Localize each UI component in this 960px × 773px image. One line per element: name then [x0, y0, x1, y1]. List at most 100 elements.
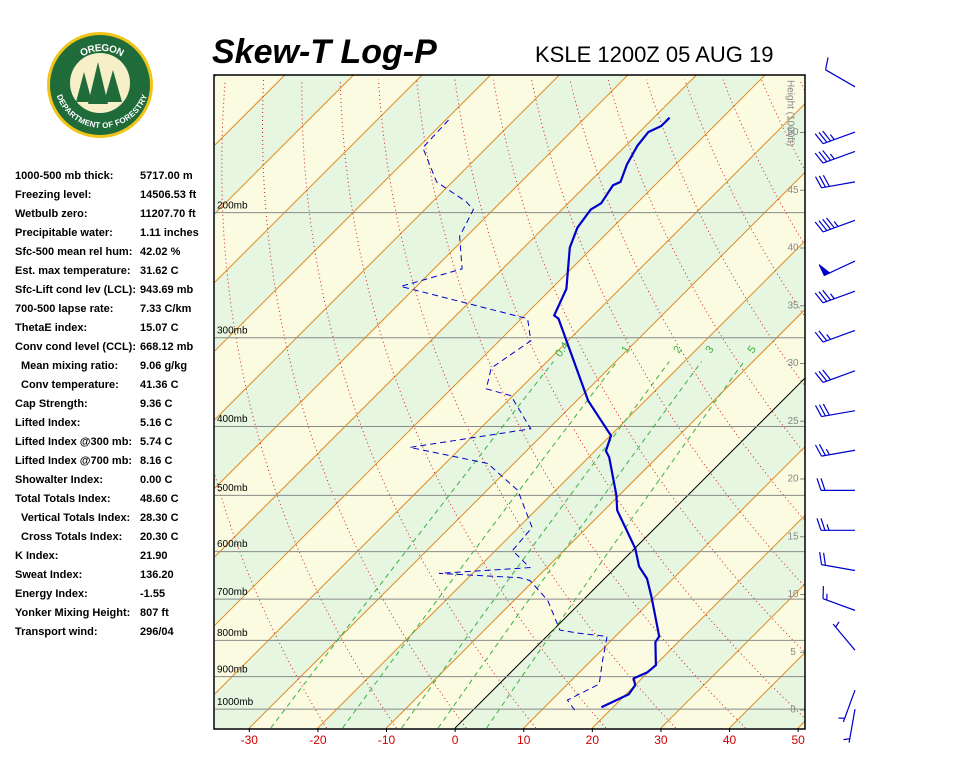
wind-barb	[815, 330, 855, 342]
index-value: 136.20	[140, 569, 174, 581]
barb-staff	[815, 370, 855, 383]
index-label: Total Totals Index:	[15, 493, 111, 505]
wind-barb	[815, 290, 855, 303]
barb-flag	[819, 265, 830, 276]
height-tick-label: 35	[787, 300, 799, 311]
index-value: 1.11 inches	[140, 227, 199, 239]
index-value: 20.30 C	[140, 531, 179, 543]
index-value: 5717.00 m	[140, 170, 193, 182]
height-tick-label: 40	[787, 243, 799, 254]
index-label: ThetaE index:	[15, 322, 87, 334]
height-tick-label: 5	[790, 647, 796, 658]
index-label: Precipitable water:	[15, 227, 113, 239]
wind-barb	[815, 404, 855, 417]
barb-staff	[820, 552, 855, 570]
index-label: Freezing level:	[15, 189, 91, 201]
barb-staff	[817, 478, 855, 490]
logo: OREGON DEPARTMENT OF FORESTRY	[47, 32, 153, 138]
title: Skew-T Log-P	[212, 33, 437, 71]
barb-staff	[844, 709, 855, 742]
dry-adiabat	[876, 80, 960, 728]
index-value: 9.36 C	[140, 398, 172, 410]
x-tick-label: -10	[378, 733, 396, 747]
wind-barb	[815, 131, 855, 144]
pressure-label: 600mb	[217, 539, 248, 550]
index-value: 943.69 mb	[140, 284, 193, 296]
index-value: 7.33 C/km	[140, 303, 192, 315]
barb-staff	[815, 175, 855, 188]
index-label: Showalter Index:	[15, 474, 103, 486]
index-value: 11207.70 ft	[140, 208, 196, 220]
wind-barb	[815, 370, 855, 383]
index-label: Lifted Index @700 mb:	[15, 455, 132, 467]
x-tick-label: 40	[723, 733, 737, 747]
pressure-label: 200mb	[217, 200, 248, 211]
index-label: Sweat Index:	[15, 569, 82, 581]
pressure-label: 800mb	[217, 628, 248, 639]
x-tick-label: 30	[654, 733, 668, 747]
index-value: 48.60 C	[140, 493, 179, 505]
wind-barb	[815, 218, 855, 232]
height-tick-label: 20	[787, 474, 799, 485]
index-value: 668.12 mb	[140, 341, 193, 353]
height-tick-label: 25	[787, 416, 799, 427]
wind-barb	[844, 709, 855, 742]
index-label: Sfc-Lift cond lev (LCL):	[15, 284, 136, 296]
x-tick-label: 50	[791, 733, 805, 747]
barb-staff	[838, 690, 855, 722]
index-value: 28.30 C	[140, 512, 179, 524]
barb-staff	[815, 444, 855, 456]
pressure-label: 500mb	[217, 483, 248, 494]
index-value: 41.36 C	[140, 379, 179, 391]
wind-barb	[815, 444, 855, 456]
pressure-label: 900mb	[217, 664, 248, 675]
index-value: -1.55	[140, 588, 165, 600]
wind-barb	[823, 586, 855, 610]
barb-staff	[815, 150, 855, 163]
index-value: 296/04	[140, 626, 175, 638]
index-value: 14506.53 ft	[140, 189, 197, 201]
index-value: 9.06 g/kg	[140, 360, 187, 372]
index-value: 42.02 %	[140, 246, 181, 258]
barb-staff	[833, 622, 855, 650]
barb-staff	[815, 218, 855, 232]
wind-barb	[819, 261, 855, 275]
x-tick-label: 10	[517, 733, 531, 747]
wind-barb	[833, 622, 855, 650]
index-label: Conv cond level (CCL):	[15, 341, 136, 353]
pressure-label: 300mb	[217, 325, 248, 336]
dry-adiabat	[838, 80, 960, 728]
index-label: Vertical Totals Index:	[21, 512, 130, 524]
x-tick-label: 20	[586, 733, 600, 747]
pressure-label: 700mb	[217, 587, 248, 598]
index-label: 700-500 lapse rate:	[15, 303, 113, 315]
index-label: Lifted Index @300 mb:	[15, 436, 132, 448]
index-label: Mean mixing ratio:	[21, 360, 118, 372]
barb-staff	[826, 57, 855, 86]
wind-barb	[826, 57, 855, 86]
height-tick-label: 30	[787, 358, 799, 369]
index-value: 8.16 C	[140, 455, 172, 467]
barb-staff	[815, 404, 855, 417]
index-label: K Index:	[15, 550, 58, 562]
index-value: 15.07 C	[140, 322, 179, 334]
index-value: 5.74 C	[140, 436, 172, 448]
index-label: Energy Index:	[15, 588, 88, 600]
station: KSLE 1200Z 05 AUG 19	[535, 42, 774, 67]
index-value: 31.62 C	[140, 265, 179, 277]
index-value: 0.00 C	[140, 474, 172, 486]
pressure-label: 1000mb	[217, 697, 254, 708]
barb-staff	[815, 290, 855, 303]
index-value: 21.90	[140, 550, 168, 562]
band	[798, 75, 960, 728]
index-label: Est. max temperature:	[15, 265, 131, 277]
index-label: Sfc-500 mean rel hum:	[15, 246, 132, 258]
barb-staff	[823, 586, 855, 610]
index-label: Lifted Index:	[15, 417, 80, 429]
dry-adiabat	[953, 80, 960, 728]
pressure-label: 400mb	[217, 414, 248, 425]
wind-barb	[815, 150, 855, 163]
isotherm	[798, 75, 960, 728]
